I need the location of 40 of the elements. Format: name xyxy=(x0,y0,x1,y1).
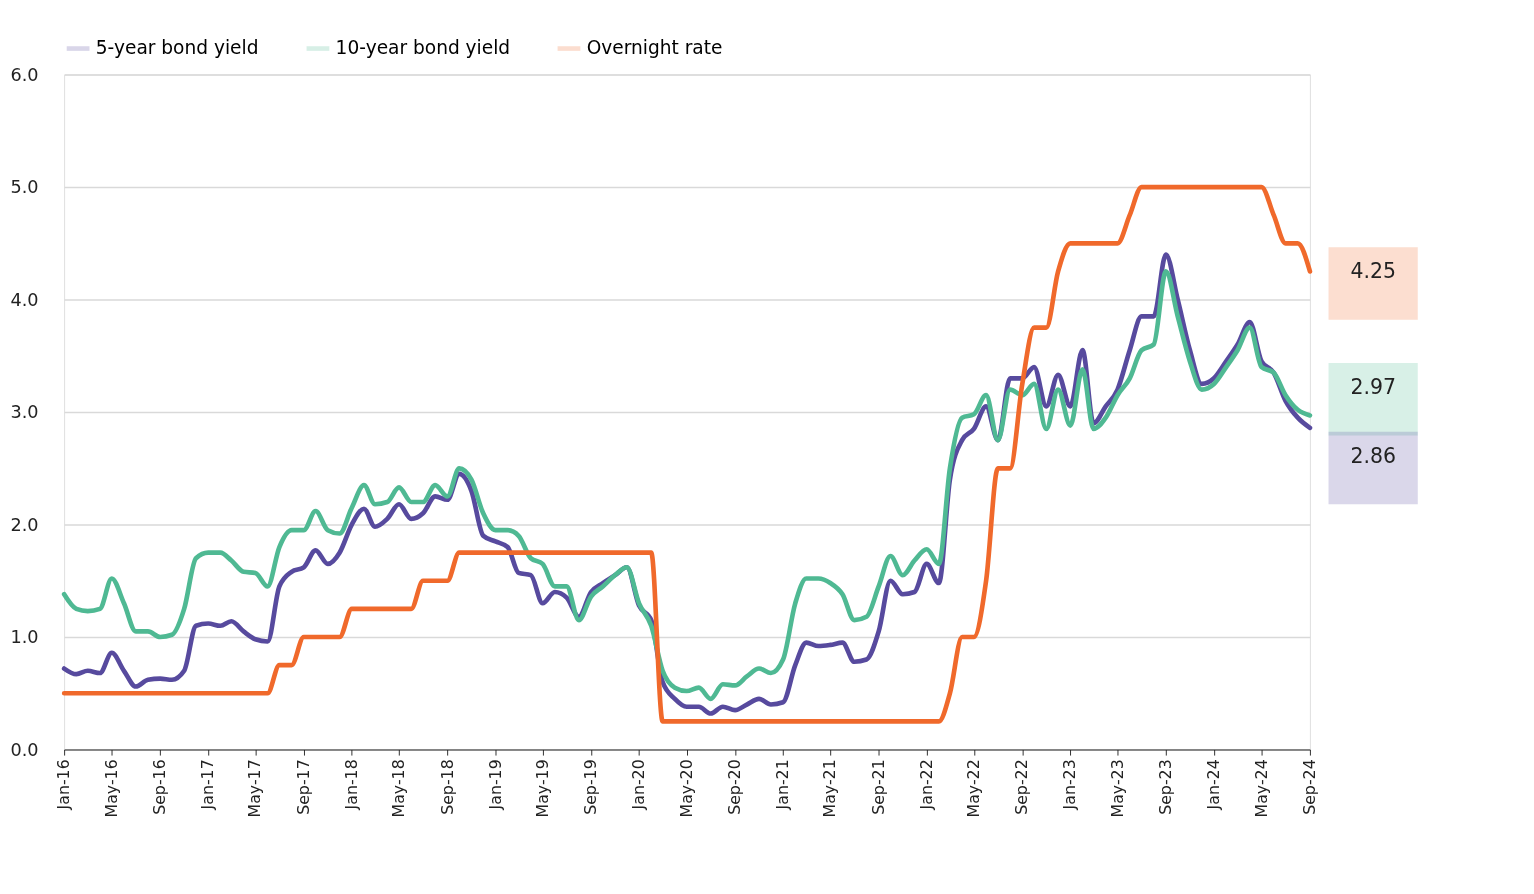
legend-label: 10-year bond yield xyxy=(335,37,511,59)
annotation: 2.97 xyxy=(1350,374,1396,399)
legend-label: 5-year bond yield xyxy=(95,37,259,59)
x-tick-label: Jan-19 xyxy=(485,759,505,811)
x-tick-label: May-20 xyxy=(676,759,696,818)
y-tick-label: 2.0 xyxy=(10,514,39,535)
y-tick-label: 5.0 xyxy=(10,177,39,198)
x-tick-label: Sep-20 xyxy=(725,759,745,815)
x-tick-label: May-18 xyxy=(389,759,409,818)
x-tick-label: May-17 xyxy=(245,759,265,818)
x-tick-label: May-23 xyxy=(1107,759,1127,818)
x-tick-label: Jan-16 xyxy=(54,759,74,811)
x-tick-label: Jan-17 xyxy=(198,759,218,811)
x-tick-label: Sep-18 xyxy=(437,759,457,815)
x-tick-label: May-16 xyxy=(101,759,121,818)
x-tick-label: Sep-21 xyxy=(868,759,888,815)
x-tick-label: Jan-21 xyxy=(773,759,793,811)
x-tick-label: May-19 xyxy=(532,759,552,818)
x-tick-label: Sep-17 xyxy=(293,759,313,815)
legend-label: Overnight rate xyxy=(586,37,723,59)
x-tick-label: Sep-24 xyxy=(1300,759,1320,815)
y-tick-label: 4.0 xyxy=(10,289,39,310)
x-tick-label: Sep-22 xyxy=(1012,759,1032,815)
x-tick-label: Jan-22 xyxy=(916,759,936,811)
y-tick-label: 3.0 xyxy=(10,402,39,423)
x-tick-label: May-21 xyxy=(820,759,840,818)
x-tick-label: May-24 xyxy=(1251,759,1271,818)
x-tick-label: Jan-24 xyxy=(1204,759,1224,811)
annotation: 4.25 xyxy=(1350,258,1396,283)
y-tick-label: 1.0 xyxy=(10,627,39,648)
x-tick-label: Jan-20 xyxy=(629,759,649,811)
x-tick-label: Sep-16 xyxy=(150,759,170,815)
x-tick-label: Sep-23 xyxy=(1156,759,1176,815)
y-tick-label: 0.0 xyxy=(10,739,39,760)
annotation: 2.86 xyxy=(1350,443,1396,468)
x-tick-label: Jan-18 xyxy=(341,759,361,811)
x-tick-label: Sep-19 xyxy=(581,759,601,815)
y-tick-label: 6.0 xyxy=(10,64,39,85)
x-tick-label: May-22 xyxy=(964,759,984,818)
x-tick-label: Jan-23 xyxy=(1060,759,1080,811)
